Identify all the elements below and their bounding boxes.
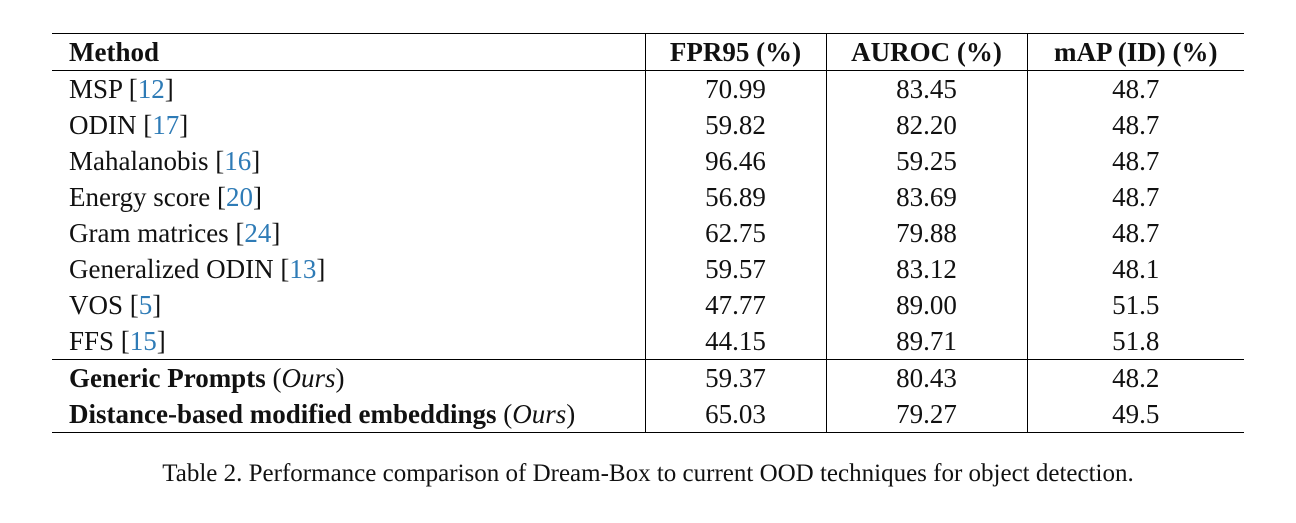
value-cell: 48.7 bbox=[1026, 107, 1244, 143]
method-text: Ours bbox=[512, 399, 567, 429]
method-cell: Generic Prompts (Ours) bbox=[52, 359, 645, 396]
table-row: Energy score [20] 56.89 83.69 48.7 bbox=[52, 179, 1244, 215]
table-row: ODIN [17] 59.82 82.20 48.7 bbox=[52, 107, 1244, 143]
table-row: MSP [12] 70.99 83.45 48.7 bbox=[52, 70, 1244, 108]
table-row: VOS [5] 47.77 89.00 51.5 bbox=[52, 287, 1244, 323]
method-text: ] bbox=[271, 218, 281, 248]
method-cell: Energy score [20] bbox=[52, 179, 645, 215]
value-cell: 82.20 bbox=[825, 107, 1027, 143]
value-cell: 44.15 bbox=[644, 323, 826, 360]
value-cell: 89.00 bbox=[825, 287, 1027, 323]
method-text: VOS [ bbox=[69, 290, 139, 320]
citation: 16 bbox=[224, 146, 252, 176]
method-cell: Gram matrices [24] bbox=[52, 215, 645, 251]
method-cell: ODIN [17] bbox=[52, 107, 645, 143]
value-cell: 80.43 bbox=[825, 359, 1027, 396]
method-text: Distance-based modified embeddings bbox=[69, 399, 497, 429]
method-text: FFS [ bbox=[69, 326, 130, 356]
value-cell: 89.71 bbox=[825, 323, 1027, 360]
value-cell: 47.77 bbox=[644, 287, 826, 323]
method-cell: Generalized ODIN [13] bbox=[52, 251, 645, 287]
method-cell: Distance-based modified embeddings (Ours… bbox=[52, 396, 645, 433]
value-cell: 59.57 bbox=[644, 251, 826, 287]
method-text: Energy score [ bbox=[69, 182, 226, 212]
value-cell: 59.37 bbox=[644, 359, 826, 396]
method-text: Gram matrices [ bbox=[69, 218, 245, 248]
method-text: ] bbox=[156, 326, 166, 356]
citation: 15 bbox=[129, 326, 157, 356]
table-row: Distance-based modified embeddings (Ours… bbox=[52, 396, 1244, 433]
method-text: ] bbox=[252, 182, 262, 212]
table-row: Generic Prompts (Ours) 59.37 80.43 48.2 bbox=[52, 359, 1244, 396]
citation: 13 bbox=[289, 254, 317, 284]
header-cell: AUROC (%) bbox=[825, 33, 1027, 71]
value-cell: 48.7 bbox=[1026, 179, 1244, 215]
method-cell: VOS [5] bbox=[52, 287, 645, 323]
method-text: ( bbox=[496, 399, 513, 429]
value-cell: 51.8 bbox=[1026, 323, 1244, 360]
method-cell: Mahalanobis [16] bbox=[52, 143, 645, 179]
method-text: Mahalanobis [ bbox=[69, 146, 225, 176]
value-cell: 96.46 bbox=[644, 143, 826, 179]
value-cell: 56.89 bbox=[644, 179, 826, 215]
citation: 17 bbox=[152, 110, 180, 140]
citation: 12 bbox=[137, 74, 165, 104]
citation: 24 bbox=[244, 218, 272, 248]
table-row: Generalized ODIN [13] 59.57 83.12 48.1 bbox=[52, 251, 1244, 287]
method-text: MSP [ bbox=[69, 74, 138, 104]
table-row: Gram matrices [24] 62.75 79.88 48.7 bbox=[52, 215, 1244, 251]
table-row: Mahalanobis [16] 96.46 59.25 48.7 bbox=[52, 143, 1244, 179]
method-text: Generalized ODIN [ bbox=[69, 254, 290, 284]
method-text: ] bbox=[179, 110, 189, 140]
value-cell: 48.2 bbox=[1026, 359, 1244, 396]
citation: 20 bbox=[225, 182, 253, 212]
value-cell: 48.1 bbox=[1026, 251, 1244, 287]
method-cell: MSP [12] bbox=[52, 71, 645, 108]
method-text: ODIN [ bbox=[69, 110, 153, 140]
value-cell: 59.82 bbox=[644, 107, 826, 143]
method-text: ( bbox=[265, 363, 282, 393]
value-cell: 51.5 bbox=[1026, 287, 1244, 323]
value-cell: 83.12 bbox=[825, 251, 1027, 287]
value-cell: 62.75 bbox=[644, 215, 826, 251]
method-text: ] bbox=[152, 290, 162, 320]
value-cell: 83.45 bbox=[825, 70, 1027, 107]
header-cell: mAP (ID) (%) bbox=[1026, 33, 1244, 71]
value-cell: 65.03 bbox=[644, 396, 826, 433]
table-header: Method FPR95 (%) AUROC (%) mAP (ID) (%) bbox=[52, 33, 1244, 71]
table-row: FFS [15] 44.15 89.71 51.8 bbox=[52, 323, 1244, 360]
value-cell: 70.99 bbox=[644, 70, 826, 107]
method-text: ] bbox=[251, 146, 261, 176]
results-table: Method FPR95 (%) AUROC (%) mAP (ID) (%) MSP… bbox=[52, 33, 1244, 433]
method-cell: FFS [15] bbox=[52, 323, 645, 360]
method-text: ] bbox=[164, 74, 174, 104]
method-text: Generic Prompts bbox=[69, 363, 266, 393]
value-cell: 49.5 bbox=[1026, 396, 1244, 433]
value-cell: 48.7 bbox=[1026, 70, 1244, 107]
value-cell: 59.25 bbox=[825, 143, 1027, 179]
method-text: ) bbox=[566, 399, 576, 429]
table-body: MSP [12] 70.99 83.45 48.7 ODIN [17] 59.82 82.2… bbox=[52, 70, 1244, 433]
header-cell: FPR95 (%) bbox=[644, 33, 826, 71]
value-cell: 48.7 bbox=[1026, 143, 1244, 179]
method-text: Ours bbox=[281, 363, 336, 393]
header-row: Method FPR95 (%) AUROC (%) mAP (ID) (%) bbox=[52, 33, 1244, 71]
citation: 5 bbox=[138, 290, 153, 320]
caption: Table 2. Performance comparison of Dream… bbox=[162, 460, 1134, 487]
value-cell: 79.88 bbox=[825, 215, 1027, 251]
method-text: ) bbox=[335, 363, 345, 393]
value-cell: 83.69 bbox=[825, 179, 1027, 215]
value-cell: 48.7 bbox=[1026, 215, 1244, 251]
value-cell: 79.27 bbox=[825, 396, 1027, 433]
header-cell: Method bbox=[52, 33, 645, 71]
method-text: ] bbox=[316, 254, 326, 284]
